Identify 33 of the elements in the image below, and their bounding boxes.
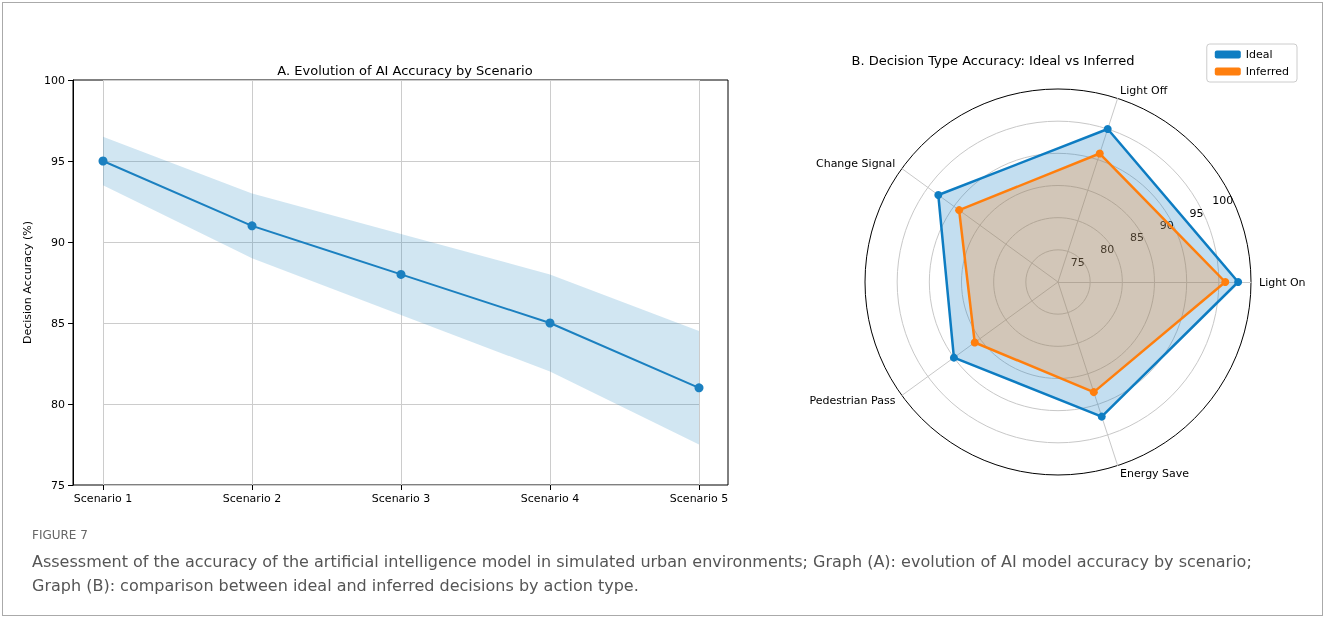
spoke-label: Pedestrian Pass	[809, 393, 896, 407]
y-tick-label: 85	[51, 316, 65, 330]
y-tick-label: 80	[51, 397, 65, 411]
point	[98, 156, 108, 166]
spoke-label: Change Signal	[815, 157, 896, 171]
point	[694, 383, 704, 393]
legend-label: Ideal	[1245, 48, 1273, 61]
y-tick-label: 85	[1130, 231, 1145, 245]
caption: FIGURE 7	[32, 528, 89, 542]
text: Assessment of the accuracy of the artificial intelligence model in simulated urban environments; Graph (A): evolution of AI model accuracy by scenario; Graph (B): comparison between ideal and inferred decisions by action type.	[32, 551, 1253, 597]
x-tick-label: Scenario 4	[520, 492, 580, 505]
point	[545, 318, 555, 328]
y-tick-label: 95	[51, 154, 65, 168]
text: B. Decision Type Accuracy: Ideal vs Inferred	[851, 53, 1135, 68]
x-tick-label: Scenario 2	[222, 492, 282, 505]
y-tick-label: 75	[51, 478, 65, 492]
y-tick-label: 75	[1070, 255, 1085, 269]
spoke-label: Energy Save	[1120, 466, 1190, 480]
chart-title: A. Evolution of AI Accuracy by Scenario	[277, 63, 533, 78]
x-tick-label: Scenario 1	[73, 492, 133, 505]
point	[396, 269, 406, 279]
y-tick-label: 100	[1212, 194, 1234, 208]
point	[247, 221, 257, 231]
y-axis-title: Decision Accuracy (%)	[21, 220, 34, 345]
x-tick-label: Scenario 3	[371, 492, 431, 505]
spoke-label: Light Off	[1120, 84, 1168, 98]
x-tick-label: Scenario 5	[669, 492, 729, 505]
y-tick-label: 90	[51, 235, 65, 249]
y-tick-label: 80	[1100, 243, 1115, 257]
spoke-label: Light On	[1259, 275, 1306, 289]
legend-label: Inferred	[1245, 65, 1289, 78]
y-tick-label: 100	[44, 73, 65, 87]
y-tick-label: 95	[1189, 206, 1204, 220]
